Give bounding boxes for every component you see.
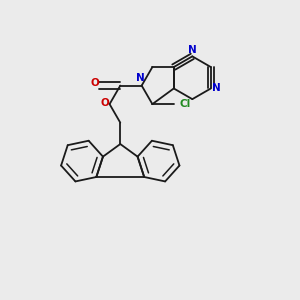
Text: Cl: Cl bbox=[180, 99, 191, 109]
Text: N: N bbox=[136, 73, 145, 82]
Text: N: N bbox=[188, 45, 197, 55]
Text: O: O bbox=[101, 98, 110, 108]
Text: O: O bbox=[91, 78, 100, 88]
Text: N: N bbox=[212, 83, 221, 94]
